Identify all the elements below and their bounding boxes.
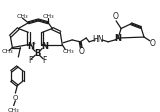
Text: CH₃: CH₃ [16,14,28,19]
Text: F: F [28,56,32,65]
Text: O: O [150,39,156,48]
Text: CH₃: CH₃ [8,108,19,112]
Text: HN: HN [92,35,104,44]
Text: CH₃: CH₃ [2,49,13,54]
Text: O: O [112,12,118,21]
Text: N: N [115,33,122,43]
Text: CH₃: CH₃ [42,14,54,19]
Text: F: F [42,56,46,65]
Text: O: O [78,47,84,56]
Text: B: B [34,49,40,58]
Text: N: N [27,42,34,51]
Text: O: O [13,95,18,101]
Text: +: + [31,41,35,46]
Text: CH₃: CH₃ [62,49,74,54]
Text: N: N [41,42,48,51]
